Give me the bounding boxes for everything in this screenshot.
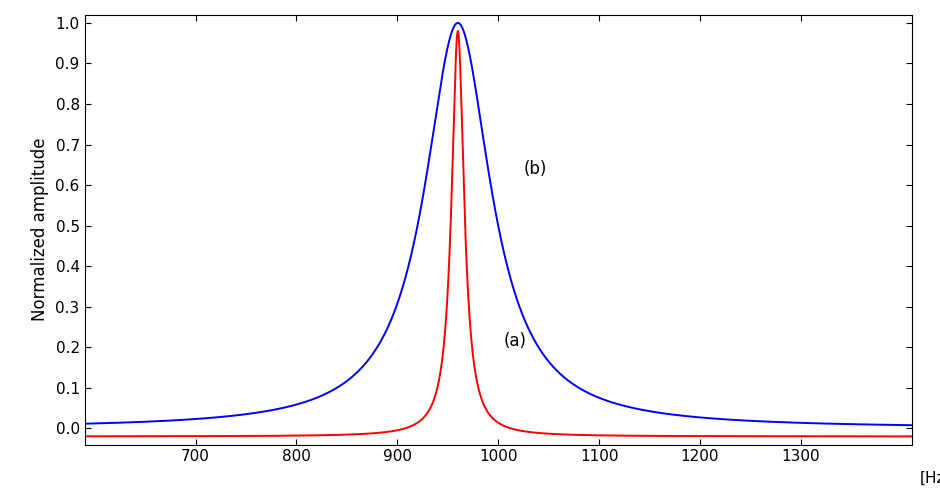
Text: [Hz]: [Hz]	[920, 470, 940, 486]
Y-axis label: Normalized amplitude: Normalized amplitude	[30, 138, 49, 322]
Text: (a): (a)	[503, 332, 526, 350]
Text: (b): (b)	[524, 160, 547, 178]
